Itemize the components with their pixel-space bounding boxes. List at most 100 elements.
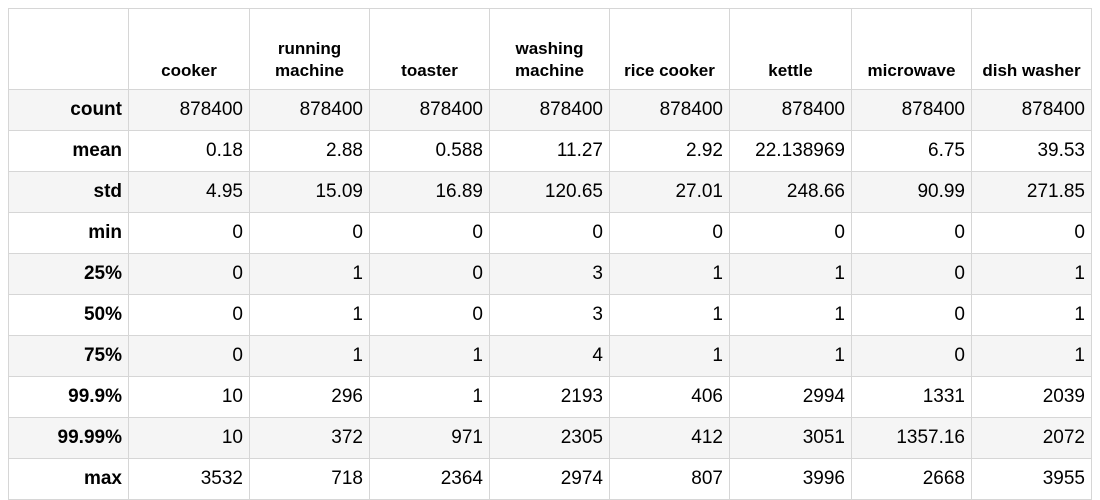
table-cell: 27.01: [609, 171, 730, 213]
table-row: 75% 0 1 1 4 1 1 0 1: [8, 335, 1092, 377]
table-cell: 0: [729, 212, 852, 254]
row-label: mean: [8, 130, 129, 172]
table-cell: 3532: [128, 458, 250, 500]
table-row: count 878400 878400 878400 878400 878400 87840…: [8, 89, 1092, 131]
table-cell: 0: [128, 294, 250, 336]
table-row: 50% 0 1 0 3 1 1 0 1: [8, 294, 1092, 336]
column-header: microwave: [851, 8, 972, 90]
table-cell: 248.66: [729, 171, 852, 213]
header-row: cooker running machine toaster washing mach…: [8, 8, 1092, 90]
table-cell: 2364: [369, 458, 490, 500]
table-row: mean 0.18 2.88 0.588 11.27 2.92 22.138969 6.75 3…: [8, 130, 1092, 172]
table-cell: 1: [971, 335, 1092, 377]
row-label: min: [8, 212, 129, 254]
table-cell: 1: [971, 294, 1092, 336]
table-cell: 296: [249, 376, 370, 418]
table-row: 99.99% 10 372 971 2305 412 3051 1357.16 2072: [8, 417, 1092, 459]
table-cell: 0.18: [128, 130, 250, 172]
table-cell: 0.588: [369, 130, 490, 172]
column-header: toaster: [369, 8, 490, 90]
row-label: 75%: [8, 335, 129, 377]
table-cell: 3996: [729, 458, 852, 500]
table-cell: 1: [249, 294, 370, 336]
table-cell: 1: [369, 335, 490, 377]
column-header: rice cooker: [609, 8, 730, 90]
table-cell: 878400: [128, 89, 250, 131]
table-cell: 878400: [609, 89, 730, 131]
table-cell: 10: [128, 376, 250, 418]
table-body: count 878400 878400 878400 878400 878400 87840…: [8, 89, 1092, 500]
table-cell: 1: [729, 335, 852, 377]
table-cell: 4: [489, 335, 610, 377]
index-header: [8, 8, 129, 90]
table-cell: 807: [609, 458, 730, 500]
table-row: 25% 0 1 0 3 1 1 0 1: [8, 253, 1092, 295]
row-label: 50%: [8, 294, 129, 336]
table-cell: 0: [128, 253, 250, 295]
table-cell: 2668: [851, 458, 972, 500]
table-cell: 718: [249, 458, 370, 500]
table-cell: 1: [609, 294, 730, 336]
table-cell: 1: [369, 376, 490, 418]
row-label: 25%: [8, 253, 129, 295]
table-cell: 878400: [971, 89, 1092, 131]
table-cell: 0: [971, 212, 1092, 254]
table-cell: 0: [851, 253, 972, 295]
table-cell: 1331: [851, 376, 972, 418]
table-cell: 120.65: [489, 171, 610, 213]
table-cell: 1: [971, 253, 1092, 295]
table-row: std 4.95 15.09 16.89 120.65 27.01 248.66 90.99 2…: [8, 171, 1092, 213]
table-cell: 1: [609, 335, 730, 377]
table-cell: 2305: [489, 417, 610, 459]
table-cell: 971: [369, 417, 490, 459]
statistics-table: cooker running machine toaster washing mach…: [8, 8, 1092, 500]
column-header: washing machine: [489, 8, 610, 90]
column-header: kettle: [729, 8, 852, 90]
table-cell: 2072: [971, 417, 1092, 459]
table-cell: 39.53: [971, 130, 1092, 172]
table-cell: 11.27: [489, 130, 610, 172]
table-cell: 15.09: [249, 171, 370, 213]
table-cell: 3: [489, 253, 610, 295]
table-cell: 3955: [971, 458, 1092, 500]
table-cell: 2.88: [249, 130, 370, 172]
table-cell: 2039: [971, 376, 1092, 418]
table-cell: 412: [609, 417, 730, 459]
table-cell: 878400: [369, 89, 490, 131]
row-label: 99.99%: [8, 417, 129, 459]
table-cell: 1357.16: [851, 417, 972, 459]
table-cell: 1: [729, 253, 852, 295]
table-cell: 10: [128, 417, 250, 459]
table-cell: 0: [249, 212, 370, 254]
table-cell: 878400: [249, 89, 370, 131]
table-cell: 0: [851, 212, 972, 254]
table-cell: 0: [128, 212, 250, 254]
table-cell: 3: [489, 294, 610, 336]
table-cell: 2.92: [609, 130, 730, 172]
row-label: max: [8, 458, 129, 500]
table-cell: 2974: [489, 458, 610, 500]
table-cell: 0: [489, 212, 610, 254]
table-cell: 271.85: [971, 171, 1092, 213]
table-cell: 90.99: [851, 171, 972, 213]
table-cell: 406: [609, 376, 730, 418]
table-cell: 1: [249, 253, 370, 295]
table-cell: 372: [249, 417, 370, 459]
table-header: cooker running machine toaster washing mach…: [8, 8, 1092, 90]
row-label: std: [8, 171, 129, 213]
table-cell: 22.138969: [729, 130, 852, 172]
row-label: count: [8, 89, 129, 131]
table-cell: 16.89: [369, 171, 490, 213]
table-cell: 0: [851, 294, 972, 336]
table-cell: 3051: [729, 417, 852, 459]
column-header: running machine: [249, 8, 370, 90]
table-row: max 3532 718 2364 2974 807 3996 2668 3955: [8, 458, 1092, 500]
table-cell: 0: [369, 294, 490, 336]
table-cell: 0: [369, 253, 490, 295]
table-row: 99.9% 10 296 1 2193 406 2994 1331 2039: [8, 376, 1092, 418]
table-cell: 1: [609, 253, 730, 295]
table-cell: 878400: [489, 89, 610, 131]
table-cell: 2193: [489, 376, 610, 418]
table-cell: 0: [128, 335, 250, 377]
table-cell: 878400: [729, 89, 852, 131]
